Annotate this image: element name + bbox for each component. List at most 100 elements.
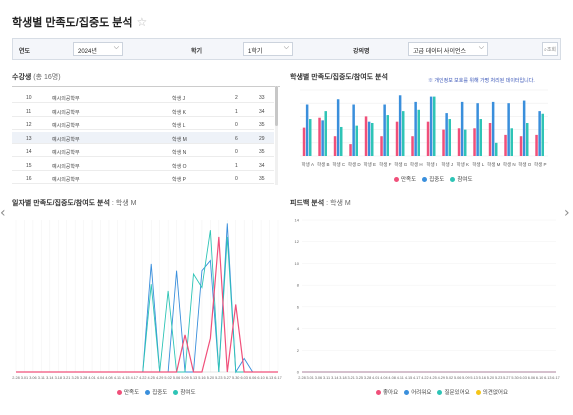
line-chart: 2.28 3.01 3.06 3.11 3.14 3.18 3.21 3.25 3.28 4.01… [12,220,282,380]
legend-item[interactable]: 좋아요 [376,388,398,396]
x-tick-label: 학생 O [518,161,532,168]
legend-label: 참여도 [180,390,196,396]
cell-dept: 예시의공학부 [52,123,80,129]
x-tick-label: 4.04 [97,376,104,380]
x-tick-label: 학생 M [487,161,501,168]
scrollbar-thumb[interactable] [275,86,278,126]
bar [494,142,498,156]
course-select[interactable]: 고급 데이터 사이언스 ⌵ [408,42,488,56]
legend-item[interactable]: 집중도 [422,175,444,183]
legend-label: 의견없어요 [482,390,509,396]
cell-name: 학생 L [172,123,186,129]
cell-no: 12 [26,122,32,128]
x-tick-label: 4.15 [405,376,412,380]
bar [302,127,306,156]
y-tick-label: 4 [297,326,300,331]
x-tick-label: 학생 L [472,161,485,168]
x-tick-label: 3.28 [80,376,87,380]
x-tick-label: 4.11 [397,376,404,380]
table-row[interactable]: 12 예시의공학부 학생 L 0 35 [12,118,274,130]
search-label: 조회 [546,47,557,53]
legend-item[interactable]: 의견없어요 [475,388,509,396]
x-tick-label: 학생 I [426,161,437,168]
x-tick-label: 5.09 [181,376,188,380]
legend-label: 만족도 [401,177,417,183]
semester-select[interactable]: 1학기 ⌵ [243,42,293,56]
bar [429,96,433,156]
line-chart-legend: 만족도 집중도 참여도 [117,388,196,396]
cell-b: 35 [259,122,265,128]
favorite-star-icon[interactable]: ☆ [136,15,148,29]
x-tick-label: 학생 F [379,161,392,168]
x-tick-label: 4.08 [388,376,395,380]
x-tick-label: 3.06 [29,376,36,380]
x-tick-label: 5.02 [164,376,171,380]
semester-label: 학기 [191,49,203,55]
legend-item[interactable]: 참여도 [450,175,473,183]
bar [308,119,312,156]
table-row[interactable]: 16 예시의공학부 학생 P 0 35 [12,172,274,184]
table-row[interactable]: 15 예시의공학부 학생 O 1 34 [12,159,274,171]
chevron-down-icon: ⌵ [478,44,484,51]
x-tick-label: 4.17 [413,376,420,380]
year-select[interactable]: 2024년 ⌵ [73,42,123,56]
x-tick-label: 4.11 [114,376,121,380]
y-tick-label: 10 [295,261,300,266]
cell-b: 29 [259,135,265,142]
legend-swatch [404,389,410,395]
legend-item[interactable]: 집중도 [145,388,167,396]
bar [541,113,544,156]
legend-item[interactable]: 참여도 [173,388,196,396]
legend-item[interactable]: 질문있어요 [437,388,470,396]
series-line [16,230,278,373]
chevron-right-icon[interactable]: › [564,205,570,221]
x-tick-label: 5.30 [232,376,239,380]
bar [367,121,371,156]
y-tick-label: 8 [297,283,300,288]
filter-bar: 연도 2024년 ⌵ 학기 1학기 ⌵ 강의명 고급 데이터 사이언스 ⌵ ⌕조… [12,38,561,60]
x-tick-label: 6.10 [257,376,264,380]
x-tick-label: 4.17 [131,376,138,380]
table-row[interactable]: 14 예시의공학부 학생 N 0 35 [12,145,274,157]
bar [535,134,538,156]
table-row[interactable]: 10 예시의공학부 학생 J 2 33 [12,91,274,103]
bar [479,119,482,156]
x-tick-label: 3.01 [306,376,313,380]
bar [401,111,405,156]
x-tick-label: 5.06 [173,376,180,380]
x-tick-label: 2.28 [12,376,19,380]
legend-swatch [394,176,399,182]
legend-swatch [173,389,179,395]
search-icon: ⌕ [544,47,547,53]
x-tick-label: 5.23 [495,376,502,380]
cell-name: 학생 N [172,150,187,156]
series-line [16,236,278,373]
table-row[interactable]: 13 예시의공학부 학생 M 6 29 [12,131,274,144]
bar [333,136,337,156]
legend-item[interactable]: 만족도 [117,388,139,396]
legend-item[interactable]: 어려워요 [404,388,431,396]
chevron-left-icon[interactable]: ‹ [0,205,6,221]
x-tick-label: 학생 C [332,161,346,168]
cell-no: 16 [26,176,32,182]
table-row[interactable]: 11 예시의공학부 학생 K 1 34 [12,105,274,117]
table-scrollbar[interactable] [275,86,278,185]
x-tick-label: 6.03 [520,376,527,380]
legend-item[interactable]: 만족도 [394,175,416,183]
bar [318,117,321,156]
x-tick-label: 6.17 [552,376,559,380]
bar [386,115,389,156]
x-tick-label: 3.18 [55,376,62,380]
bar [349,144,352,156]
x-tick-label: 학생 J [441,161,453,168]
x-tick-label: 학생 N [503,161,516,168]
bar [383,104,386,156]
x-tick-label: 5.09 [462,376,469,380]
x-tick-label: 4.25 [148,376,155,380]
x-tick-label: 4.15 [122,376,129,380]
legend-label: 참여도 [457,177,473,183]
x-tick-label: 학생 B [317,161,330,168]
x-tick-label: 학생 E [363,161,376,168]
search-button[interactable]: ⌕조회 [542,42,558,56]
x-tick-label: 5.06 [454,376,461,380]
